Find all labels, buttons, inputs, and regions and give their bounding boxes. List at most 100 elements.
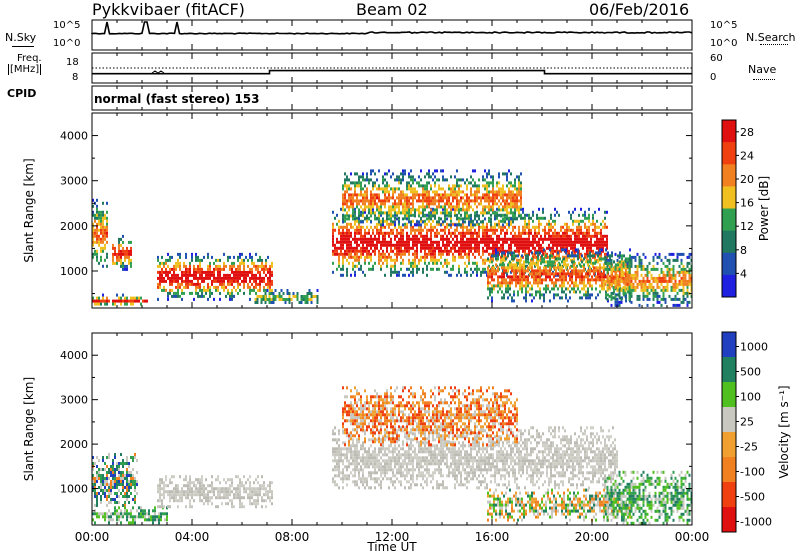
- power-cell: [219, 273, 221, 277]
- power-cell: [364, 258, 366, 262]
- power-cell: [520, 216, 522, 220]
- power-cell: [462, 196, 464, 200]
- power-cell: [518, 214, 520, 218]
- power-cell: [432, 199, 434, 203]
- velocity-cell: [98, 471, 100, 474]
- power-cell: [410, 178, 412, 182]
- power-cell: [484, 237, 486, 241]
- power-cell: [682, 270, 685, 274]
- power-cell: [404, 225, 406, 229]
- power-cell: [676, 270, 679, 274]
- power-cell: [554, 222, 556, 226]
- power-cell: [442, 249, 444, 253]
- power-cell: [364, 199, 366, 203]
- power-cell: [384, 205, 386, 209]
- power-cell: [570, 258, 572, 262]
- velocity-cell: [136, 509, 138, 513]
- power-cell: [410, 228, 412, 232]
- velocity-cell: [94, 462, 96, 465]
- power-cell: [582, 219, 584, 223]
- power-cell: [191, 279, 193, 283]
- power-cell: [650, 288, 653, 292]
- velocity-cell: [114, 509, 116, 513]
- power-cell: [263, 264, 265, 268]
- power-cell: [660, 267, 663, 271]
- power-cell: [595, 296, 597, 300]
- power-cell: [505, 278, 507, 282]
- power-cell: [543, 248, 545, 252]
- power-cell: [622, 273, 625, 277]
- power-cell: [454, 243, 456, 247]
- power-cell: [488, 202, 490, 206]
- power-cell: [507, 263, 509, 267]
- power-cell: [644, 282, 647, 286]
- power-cell: [614, 270, 617, 274]
- power-cell: [518, 193, 520, 197]
- power-cell: [506, 211, 508, 215]
- power-cell: [642, 294, 645, 298]
- velocity-cell: [193, 490, 195, 494]
- power-cell: [189, 291, 191, 295]
- power-cell: [586, 243, 588, 247]
- power-cell: [605, 296, 607, 300]
- power-cell: [430, 225, 432, 229]
- power-cell: [582, 246, 584, 250]
- power-cell: [406, 267, 408, 271]
- power-cell: [404, 246, 406, 250]
- power-cell: [668, 276, 671, 280]
- power-cell: [670, 276, 673, 280]
- power-cell: [223, 282, 225, 286]
- power-cell: [394, 267, 396, 271]
- power-cell: [458, 208, 460, 212]
- power-cell: [430, 252, 432, 256]
- power-cell: [104, 246, 106, 250]
- power-cell: [177, 282, 179, 286]
- power-cell: [396, 217, 398, 221]
- power-cell: [514, 205, 516, 209]
- velocity-cell: [203, 493, 205, 497]
- power-cell: [583, 287, 585, 291]
- power-cell: [497, 290, 499, 294]
- power-cell: [599, 251, 601, 255]
- power-cell: [575, 275, 577, 279]
- power-cell: [408, 205, 410, 209]
- power-cell: [574, 237, 576, 241]
- power-cell: [561, 266, 563, 270]
- power-cell: [458, 267, 460, 271]
- power-cell: [382, 181, 384, 185]
- power-cell: [126, 264, 128, 268]
- power-cell: [284, 298, 287, 301]
- power-cell: [414, 193, 416, 197]
- power-cell: [388, 211, 390, 215]
- velocity-cell: [106, 456, 108, 459]
- power-cell: [491, 269, 493, 273]
- power-cell: [372, 243, 374, 247]
- power-cell: [604, 240, 606, 244]
- power-cell: [516, 193, 518, 197]
- power-cell: [588, 249, 590, 253]
- power-cell: [94, 216, 96, 220]
- power-cell: [92, 252, 94, 256]
- power-cell: [380, 258, 382, 262]
- power-cell: [398, 211, 400, 215]
- power-cell: [256, 301, 259, 304]
- power-cell: [366, 240, 368, 244]
- power-cell: [430, 240, 432, 244]
- power-cell: [686, 288, 689, 292]
- power-cell: [346, 243, 348, 247]
- power-cell: [378, 211, 380, 215]
- power-cell: [491, 296, 493, 300]
- power-cell: [398, 216, 400, 220]
- power-cell: [394, 252, 396, 256]
- power-cell: [636, 285, 639, 289]
- power-cell: [96, 249, 98, 253]
- power-cell: [436, 228, 438, 232]
- power-cell: [185, 252, 187, 256]
- power-cell: [406, 208, 408, 212]
- power-cell: [344, 237, 346, 241]
- power-cell: [408, 181, 410, 185]
- power-cell: [288, 295, 291, 298]
- power-cell: [173, 267, 175, 271]
- velocity-cell: [161, 481, 163, 485]
- power-cell: [555, 266, 557, 270]
